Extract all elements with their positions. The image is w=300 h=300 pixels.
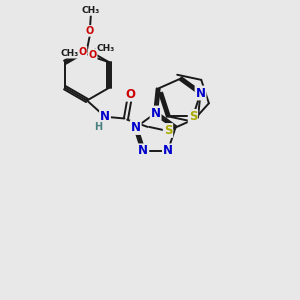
Text: H: H	[94, 122, 102, 133]
Text: N: N	[151, 106, 160, 119]
Text: O: O	[125, 88, 136, 101]
Text: N: N	[196, 86, 206, 100]
Text: O: O	[78, 47, 86, 57]
Text: S: S	[164, 124, 172, 137]
Text: CH₃: CH₃	[82, 6, 100, 15]
Text: CH₃: CH₃	[60, 49, 78, 58]
Text: N: N	[163, 144, 173, 158]
Text: O: O	[88, 50, 97, 60]
Text: O: O	[86, 26, 94, 36]
Text: N: N	[100, 110, 110, 124]
Text: S: S	[189, 110, 197, 123]
Text: N: N	[138, 144, 148, 158]
Text: N: N	[131, 121, 141, 134]
Text: CH₃: CH₃	[97, 44, 115, 53]
